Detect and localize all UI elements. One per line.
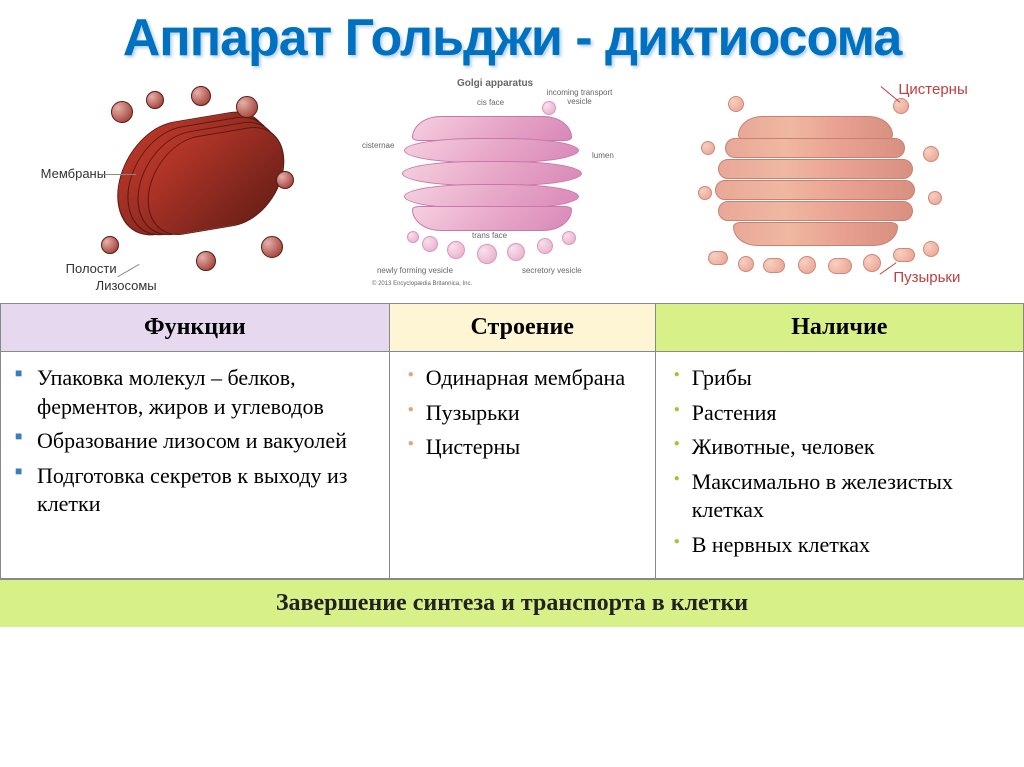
golgi-diagram-salmon: Цистерны Пузырьки: [683, 86, 963, 286]
cell-occurrence: Грибы Растения Животные, человек Максима…: [655, 352, 1023, 579]
occur-item: Растения: [670, 399, 1013, 428]
diagrams-row: Мембраны Полости Лизосомы Golgi apparatu…: [0, 68, 1024, 298]
func-item: Упаковка молекул – белков, ферментов, жи…: [15, 364, 379, 421]
label-incoming: incoming transport vesicle: [537, 88, 622, 106]
label-vesicles: Пузырьки: [893, 269, 960, 286]
label-membranes: Мембраны: [41, 166, 106, 181]
label-cis-face: cis face: [477, 98, 504, 107]
struct-item: Одинарная мембрана: [404, 364, 645, 393]
header-functions: Функции: [1, 304, 390, 352]
occur-item: Животные, человек: [670, 433, 1013, 462]
label-newly-forming: newly forming vesicle: [377, 266, 453, 275]
label-trans-face: trans face: [472, 231, 507, 240]
footer-text: Завершение синтеза и транспорта в клетки: [0, 579, 1024, 627]
info-table: Функции Строение Наличие Упаковка молеку…: [0, 303, 1024, 579]
occur-item: Максимально в железистых клетках: [670, 468, 1013, 525]
label-cisterns: Цистерны: [898, 81, 967, 98]
struct-item: Пузырьки: [404, 399, 645, 428]
golgi-diagram-pink: Golgi apparatus cis face cisternae lumen…: [362, 86, 622, 286]
occur-item: Грибы: [670, 364, 1013, 393]
func-item: Подготовка секретов к выходу из клетки: [15, 462, 379, 519]
label-lysosomes: Лизосомы: [96, 278, 157, 293]
golgi-diagram-red: Мембраны Полости Лизосомы: [61, 86, 301, 286]
cell-functions: Упаковка молекул – белков, ферментов, жи…: [1, 352, 390, 579]
label-lumen: lumen: [592, 151, 614, 160]
label-cisternae: cisternae: [362, 141, 394, 150]
header-occurrence: Наличие: [655, 304, 1023, 352]
label-secretory: secretory vesicle: [522, 266, 582, 275]
func-item: Образование лизосом и вакуолей: [15, 427, 379, 456]
cell-structure: Одинарная мембрана Пузырьки Цистерны: [389, 352, 655, 579]
struct-item: Цистерны: [404, 433, 645, 462]
header-structure: Строение: [389, 304, 655, 352]
page-title: Аппарат Гольджи - диктиосома: [0, 0, 1024, 68]
label-cavities: Полости: [66, 261, 117, 276]
occur-item: В нервных клетках: [670, 531, 1013, 560]
diagram2-copyright: © 2013 Encyclopædia Britannica, Inc.: [372, 281, 472, 287]
diagram2-title: Golgi apparatus: [457, 78, 533, 89]
